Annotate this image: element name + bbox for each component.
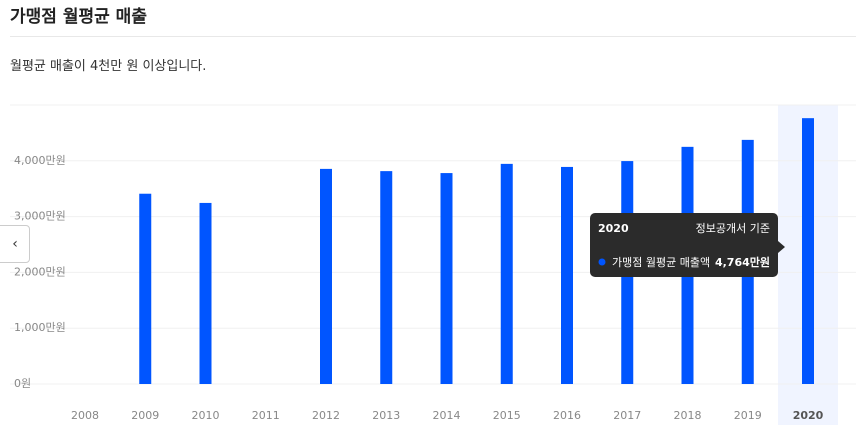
x-tick-label: 2013 — [372, 409, 400, 422]
page-title: 가맹점 월평균 매출 — [10, 7, 147, 27]
x-tick-label: 2012 — [312, 409, 340, 422]
tooltip-value: 4,764만원 — [715, 255, 770, 269]
y-tick-label: 2,000만원 — [14, 265, 66, 278]
y-tick-label: 3,000만원 — [14, 210, 66, 223]
tooltip-legend-dot — [598, 258, 606, 266]
bar — [380, 171, 393, 384]
tooltip-category: 2020 — [598, 222, 629, 235]
divider — [10, 36, 856, 37]
x-tick-label: 2008 — [71, 409, 99, 422]
y-tick-label: 4,000만원 — [14, 154, 66, 167]
y-tick-label: 0원 — [14, 377, 31, 390]
prev-button[interactable]: ‹ — [0, 225, 30, 263]
subtitle: 월평균 매출이 4천만 원 이상입니다. — [10, 59, 207, 74]
x-tick-label: 2011 — [252, 409, 280, 422]
bar — [802, 118, 814, 385]
bar — [561, 166, 573, 384]
tooltip-box — [590, 213, 778, 277]
y-tick-label: 1,000만원 — [14, 321, 66, 334]
x-tick-label: 2017 — [613, 409, 641, 422]
bar — [199, 202, 212, 384]
x-tick-label: 2010 — [192, 409, 220, 422]
tooltip-note: 정보공개서 기준 — [696, 222, 770, 235]
bar — [320, 168, 332, 384]
bar — [440, 173, 453, 384]
x-tick-label: 2019 — [734, 409, 762, 422]
tooltip-series-name: 가맹점 월평균 매출액 — [612, 256, 710, 269]
x-tick-label: 2018 — [674, 409, 702, 422]
x-tick-label: 2016 — [553, 409, 581, 422]
x-tick-label: 2014 — [433, 409, 461, 422]
bar — [139, 193, 152, 384]
x-tick-label: 2009 — [131, 409, 159, 422]
bar — [500, 163, 513, 384]
x-tick-label: 2015 — [493, 409, 521, 422]
tooltip-pointer — [778, 241, 785, 253]
x-tick-label: 2020 — [793, 409, 824, 422]
